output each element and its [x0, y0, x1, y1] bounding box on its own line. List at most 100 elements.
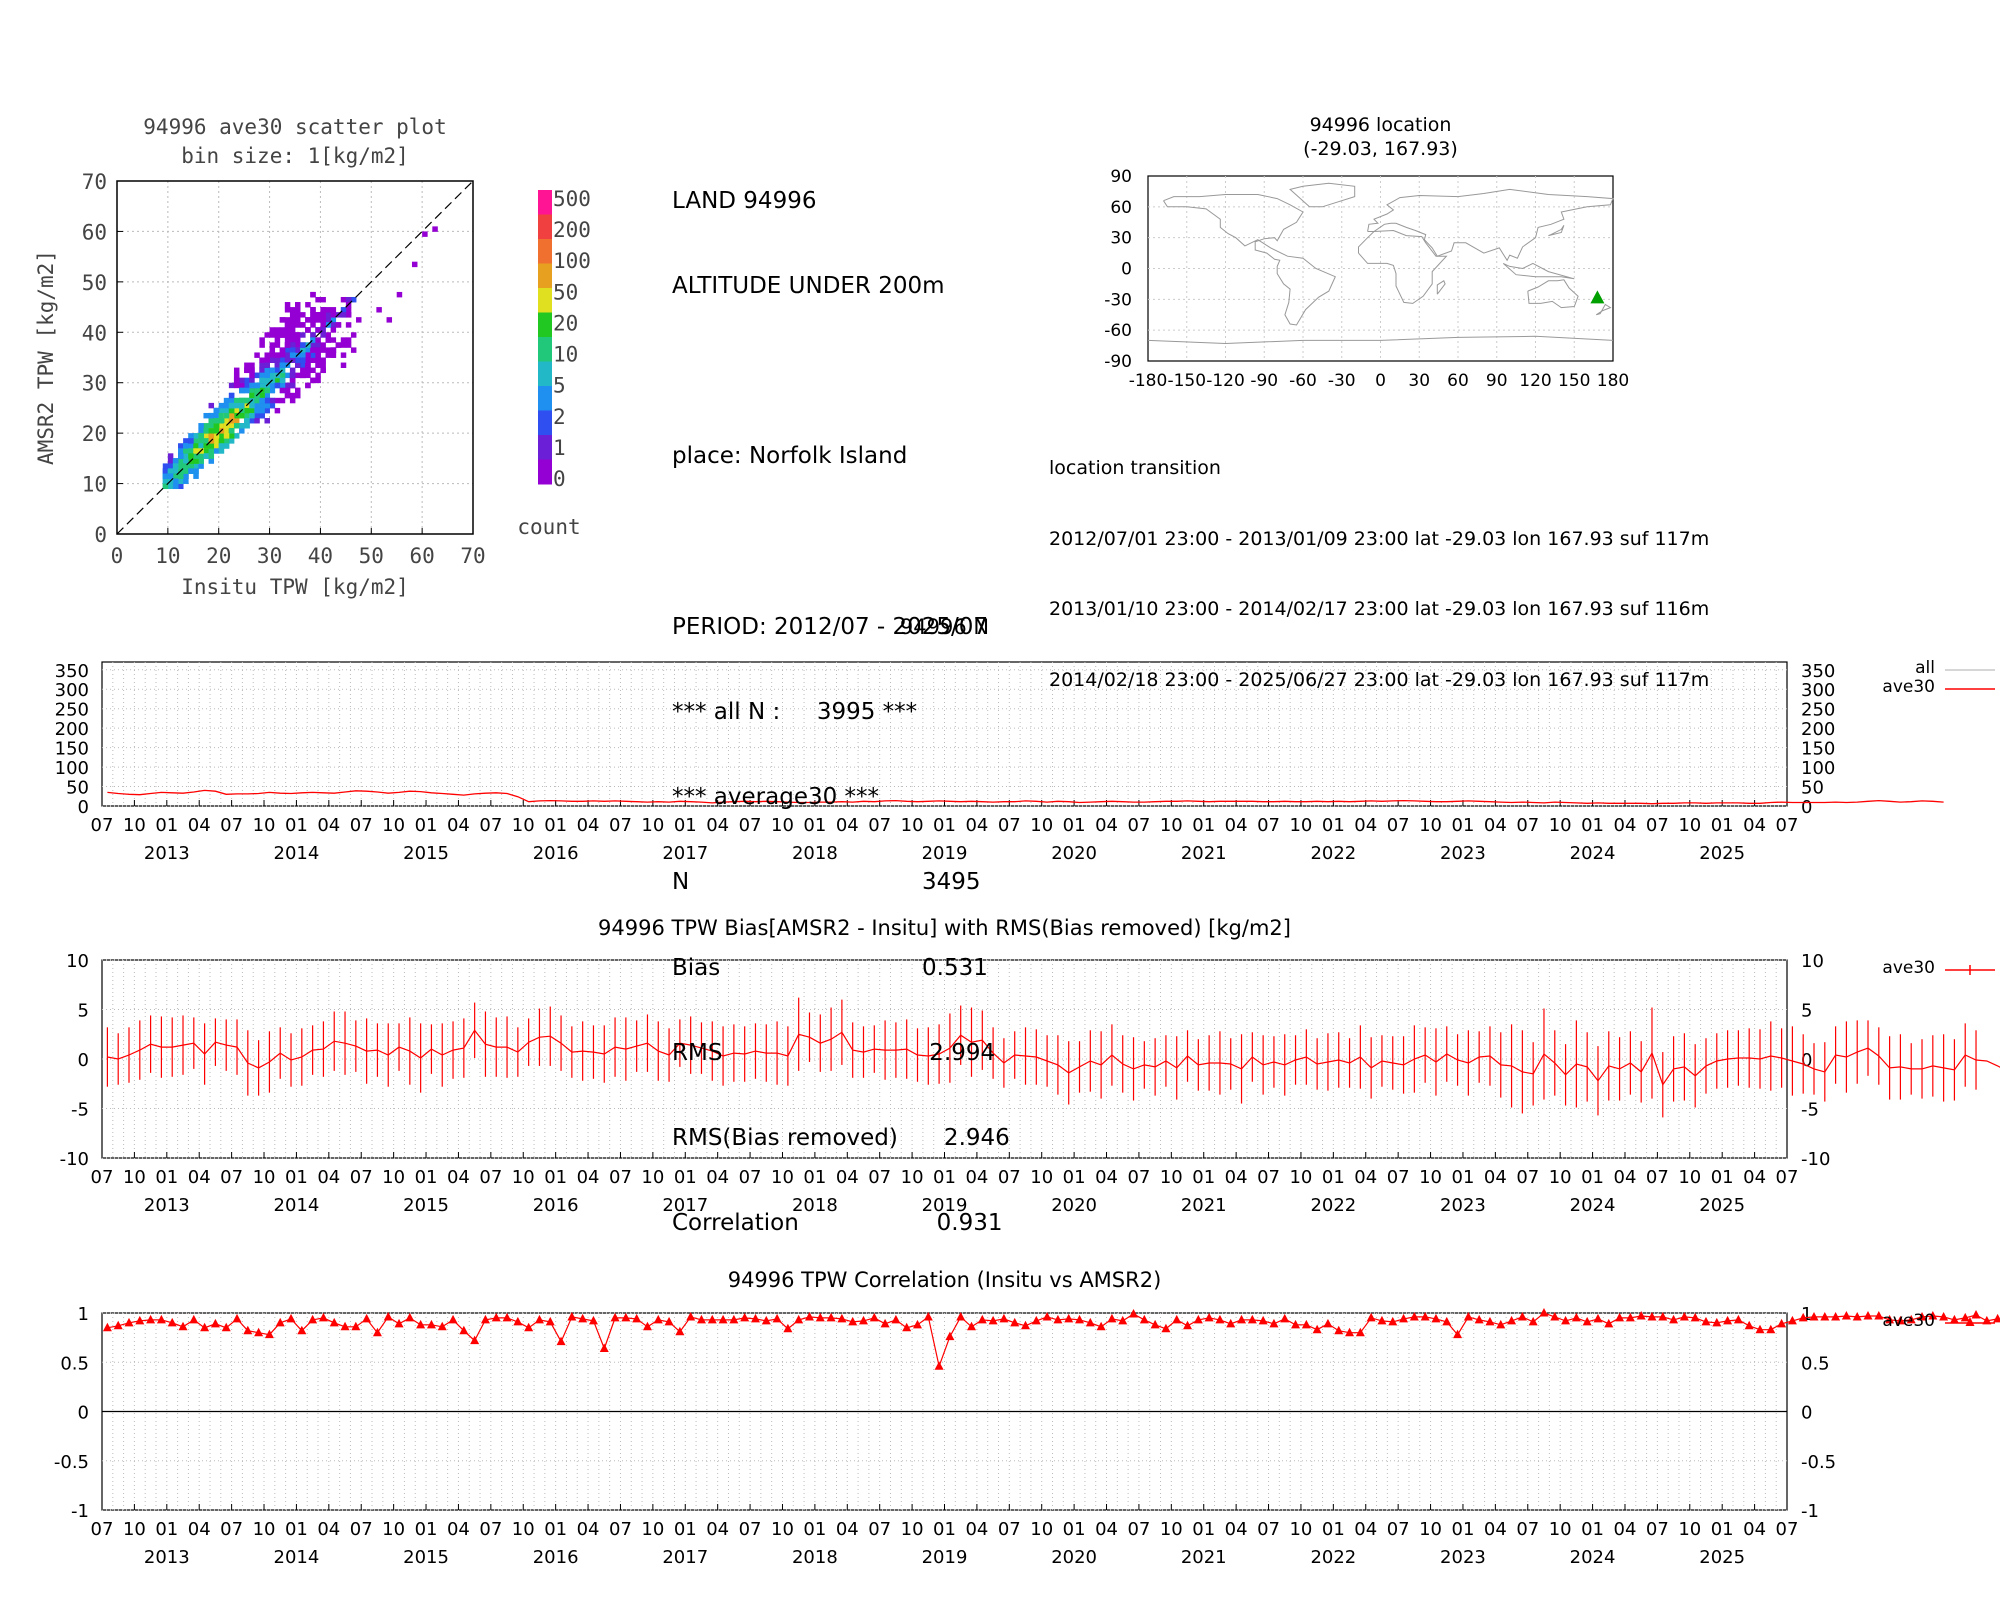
- scatter-cell: [228, 433, 235, 439]
- scatter-cell: [310, 367, 316, 374]
- scatter-cell: [172, 483, 179, 490]
- scatter-cell: [203, 453, 209, 459]
- colorbar-label: 20: [553, 311, 578, 335]
- series-point: [1625, 1312, 1635, 1322]
- x-tick-label: 07: [998, 1519, 1021, 1540]
- scatter-cell: [259, 337, 265, 343]
- x-tick-label: 10: [123, 815, 146, 836]
- x-tick-label: 04: [1225, 815, 1248, 836]
- scatter-cell: [396, 291, 403, 298]
- series-point: [480, 1314, 490, 1324]
- x-tick-label: 01: [1322, 1167, 1345, 1188]
- series-point: [1193, 1314, 1203, 1324]
- scatter-cell: [218, 443, 225, 449]
- scatter-cell: [188, 433, 194, 439]
- series-point: [869, 1312, 879, 1322]
- colorbar-segment: [538, 459, 552, 485]
- series-point: [1453, 1329, 1463, 1339]
- scatter-cell: [198, 453, 204, 459]
- coastline: [1163, 194, 1336, 326]
- series-point: [200, 1322, 210, 1332]
- scatter-cell: [183, 448, 189, 454]
- series-point: [621, 1312, 631, 1322]
- scatter-cell: [340, 337, 347, 343]
- map-x-tick-label: -180: [1129, 371, 1168, 391]
- x-tick-label: 01: [674, 815, 697, 836]
- y-tick-label: 1: [78, 1304, 89, 1325]
- x-tick-label: 10: [1289, 1519, 1312, 1540]
- scatter-cell: [315, 377, 321, 384]
- x-tick-label: 10: [1549, 1519, 1572, 1540]
- scatter-cell: [279, 397, 286, 404]
- series-point: [858, 1315, 868, 1325]
- y-tick-label-right: 200: [1801, 719, 1835, 740]
- stat-label: Bias: [672, 954, 721, 981]
- scatter-cell: [325, 347, 331, 353]
- scatter-cell: [274, 407, 281, 414]
- scatter-cell: [289, 397, 296, 404]
- series-point: [1561, 1315, 1571, 1325]
- colorbar-label: 2: [553, 405, 566, 429]
- scatter-cell: [193, 433, 199, 439]
- location-transition-panel: location transition 2012/07/01 23:00 - 2…: [1049, 410, 1709, 716]
- x-tick-label: 01: [933, 1167, 956, 1188]
- x-tick-label: 50: [359, 544, 384, 568]
- x-tick-label: 04: [1484, 815, 1507, 836]
- scatter-cell: [218, 438, 225, 444]
- series-point: [1226, 1318, 1236, 1328]
- stat-value: 3495: [922, 869, 981, 896]
- scatter-cell: [305, 357, 311, 363]
- scatter-cell: [198, 428, 204, 434]
- series-point: [1690, 1312, 1700, 1322]
- scatter-cell: [325, 352, 331, 358]
- scatter-cell: [330, 312, 337, 318]
- scatter-cell: [228, 402, 235, 409]
- scatter-cell: [239, 402, 245, 409]
- scatter-cell: [315, 372, 321, 379]
- series-point: [588, 1315, 598, 1325]
- scatter-cell: [284, 302, 291, 308]
- scatter-cell: [233, 407, 240, 414]
- series-point: [1777, 1318, 1787, 1328]
- scatter-cell: [223, 433, 230, 439]
- x-tick-label: 07: [479, 1519, 502, 1540]
- scatter-cell: [289, 352, 296, 358]
- scatter-cell: [239, 412, 245, 419]
- series-point: [1247, 1314, 1257, 1324]
- scatter-cell: [249, 362, 255, 368]
- scatter-cell: [284, 392, 291, 399]
- series-point: [1593, 1313, 1603, 1323]
- scatter-cell: [254, 372, 260, 379]
- series-point: [1183, 1320, 1193, 1330]
- y-tick-label: 250: [55, 700, 89, 721]
- scatter-cell: [178, 453, 184, 459]
- series-point: [1658, 1311, 1668, 1321]
- series-point: [146, 1314, 156, 1324]
- x-tick-label: 10: [641, 1167, 664, 1188]
- scatter-cell: [289, 382, 296, 389]
- scatter-cell: [249, 387, 255, 394]
- x-tick-label: 07: [1127, 815, 1150, 836]
- x-tick-label: 01: [155, 1519, 178, 1540]
- series-point: [189, 1314, 199, 1324]
- year-label: 2018: [792, 1547, 838, 1568]
- scatter-cell: [228, 412, 235, 419]
- year-label: 2016: [533, 1195, 579, 1216]
- scatter-cell: [295, 362, 301, 368]
- map-x-tick-label: -150: [1167, 371, 1206, 391]
- scatter-cell: [213, 428, 220, 434]
- series-point: [1075, 1314, 1085, 1324]
- scatter-cell: [330, 337, 337, 343]
- scatter-cell: [345, 312, 352, 318]
- scatter-cell: [218, 418, 225, 424]
- scatter-cell: [239, 423, 245, 429]
- series-point: [1669, 1314, 1679, 1324]
- x-tick-label: 10: [771, 1167, 794, 1188]
- x-tick-label: 07: [1387, 1167, 1410, 1188]
- series-point: [1237, 1314, 1247, 1324]
- scatter-cell: [188, 453, 194, 459]
- scatter-cell: [279, 357, 286, 363]
- x-tick-label: 04: [188, 815, 211, 836]
- x-tick-label: 10: [1549, 1167, 1572, 1188]
